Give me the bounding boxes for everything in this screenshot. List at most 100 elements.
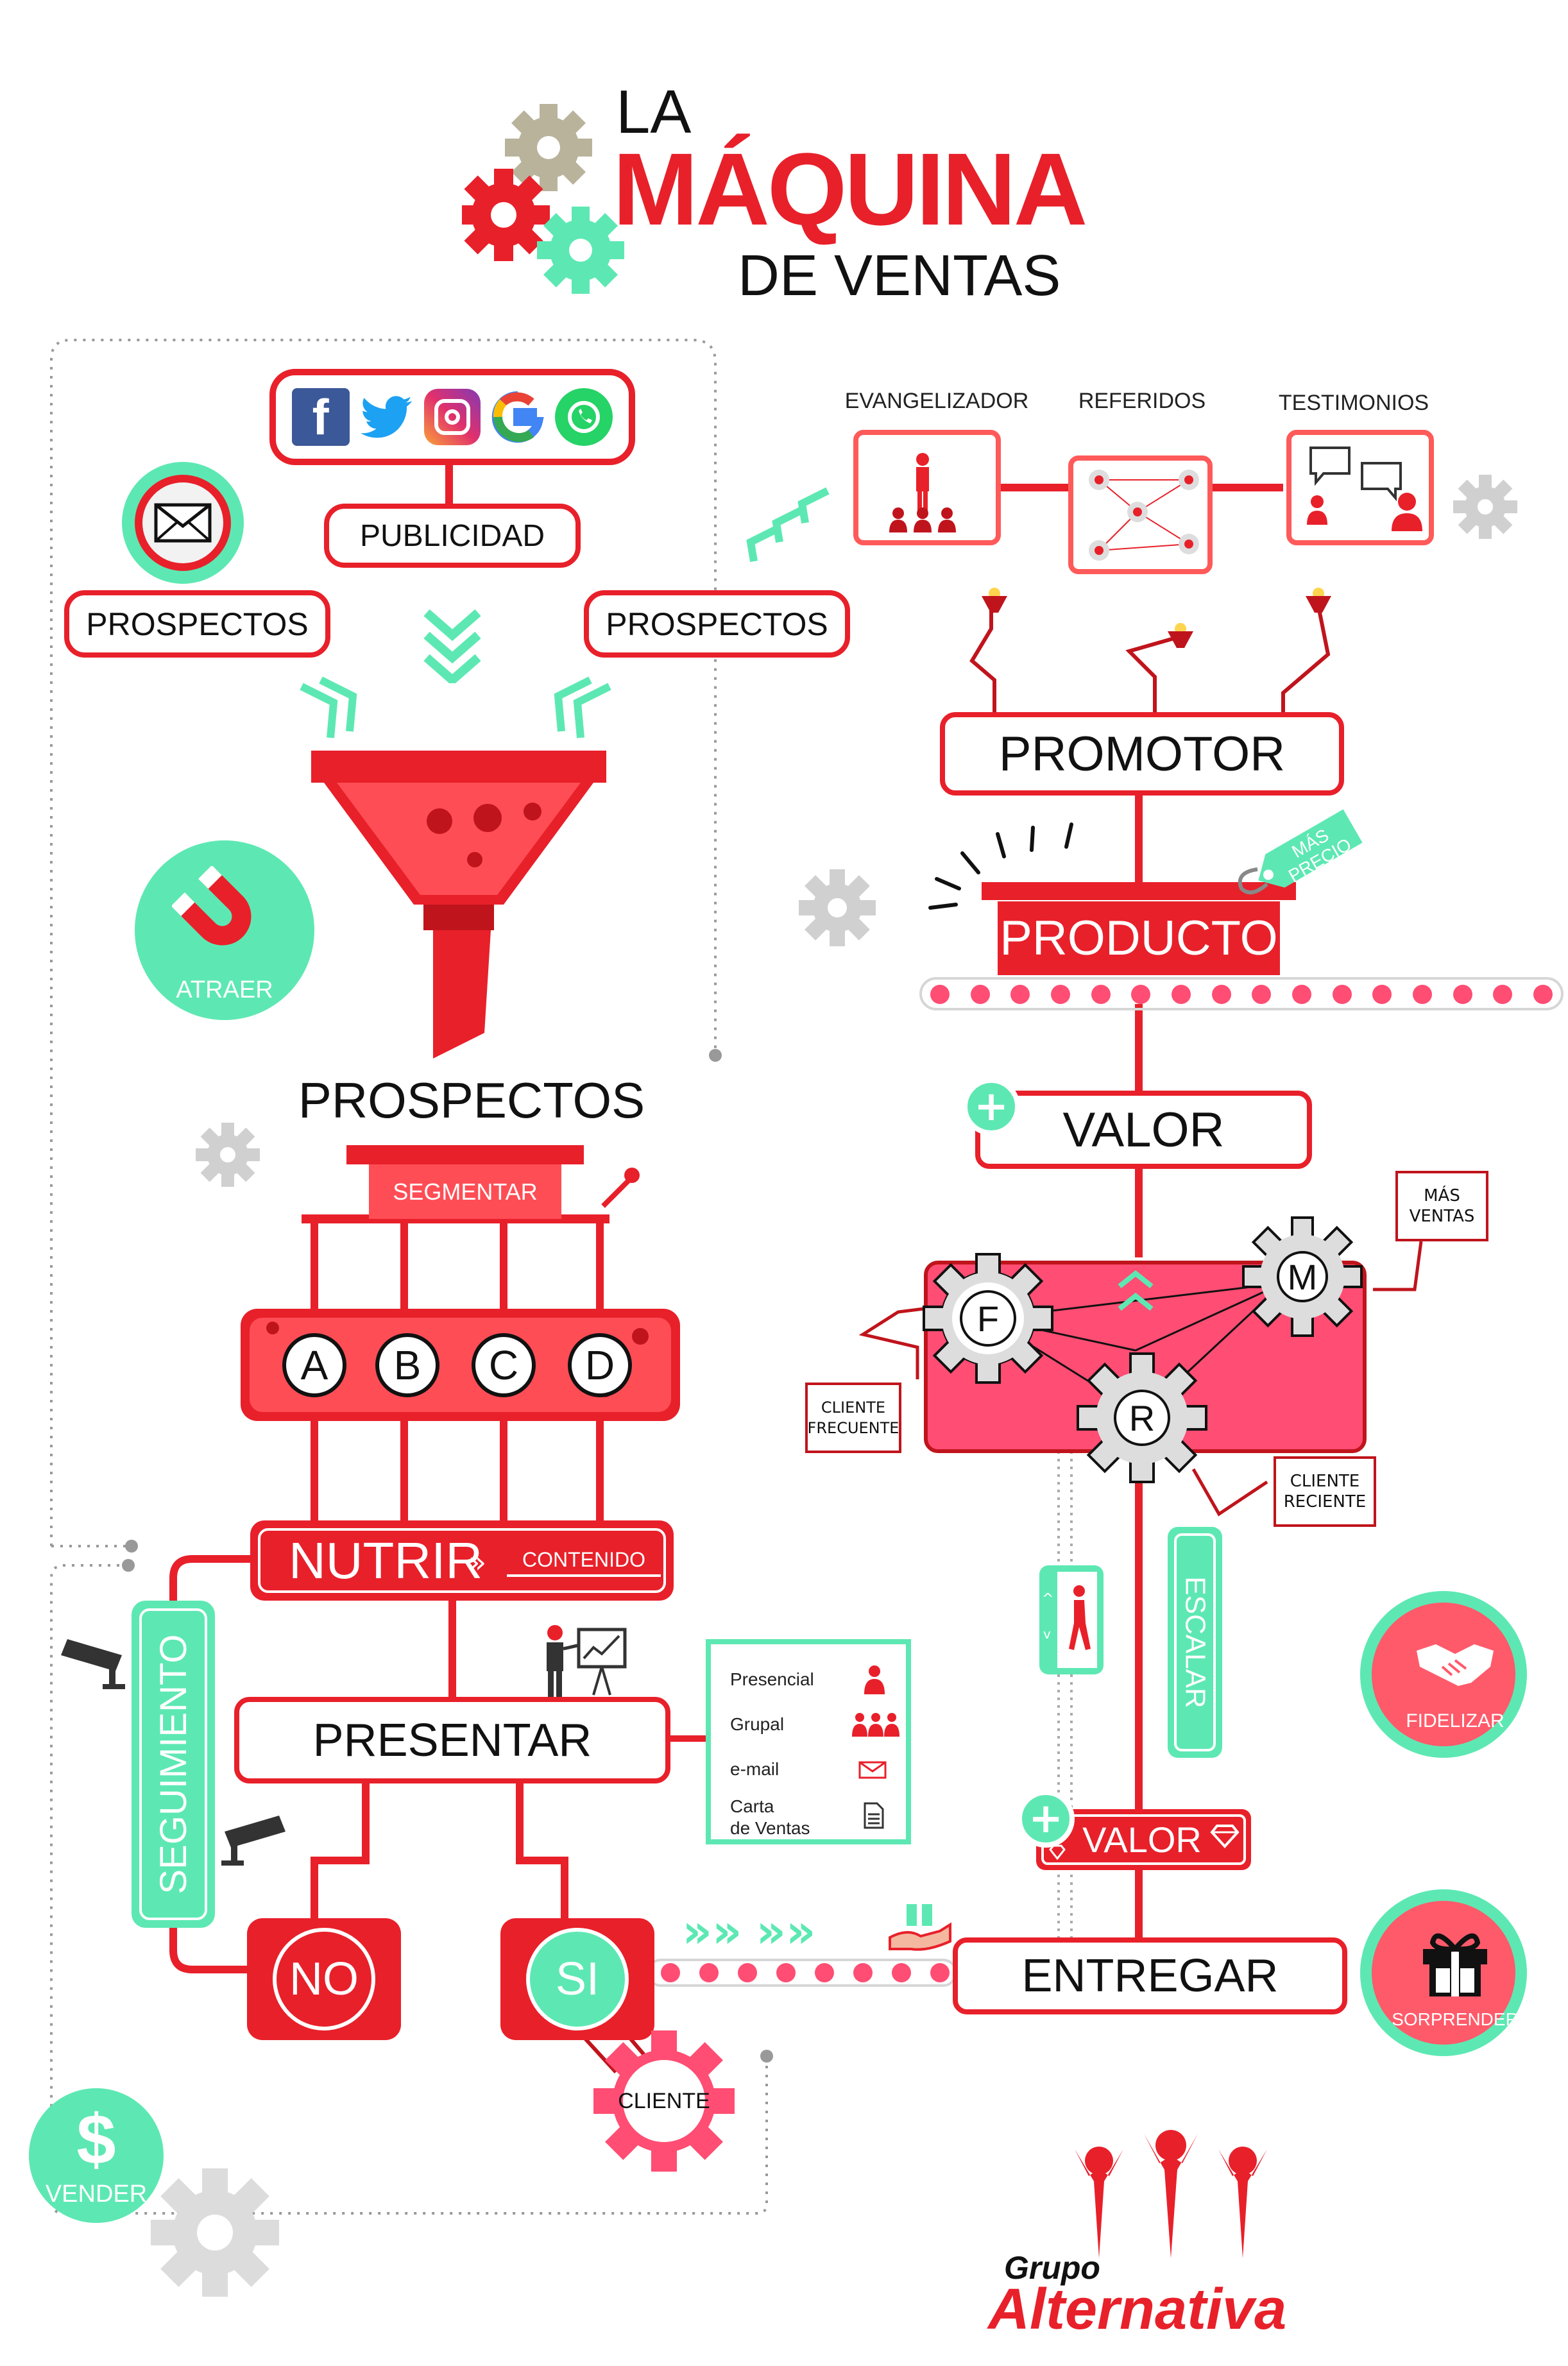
group-icon [852,1713,899,1737]
mode-carta: Carta de Ventas [730,1795,903,1840]
atraer-label: ATRAER [176,976,273,1003]
chevrons-left-down-icon [554,676,611,738]
plus-icon: + [962,1078,1020,1136]
mas-ventas-label: MÁS VENTAS [1395,1171,1488,1241]
grupo-alternativa-logo-icon [1075,2130,1267,2258]
handshake-icon [1417,1644,1494,1686]
lamp-icon [1306,588,1331,613]
cliente-frecuente-label: CLIENTE FRECUENTE [805,1383,901,1453]
gift-icon [1423,1933,1487,1996]
segmentar-label: SEGMENTAR [369,1164,561,1219]
diamond-icon [1210,1825,1240,1848]
cliente-reciente-label: CLIENTE RECIENTE [1274,1456,1376,1527]
cliente-label: CLIENTE [618,2088,710,2113]
envelope-icon [858,1761,887,1779]
no-box: NO [247,1918,401,2040]
promotor-label: PROMOTOR [940,712,1344,796]
mode-grupal: Grupal [730,1708,903,1740]
nutrir-label: NUTRIR [289,1531,483,1589]
producto-conveyor [930,985,1553,1004]
cliente-gear-icon [593,2030,735,2172]
whatsapp-icon [555,388,613,446]
twitter-icon [358,388,416,446]
seguimiento-bar: SEGUIMIENTO [132,1601,215,1928]
price-tag: MÁS PRECIO [1232,808,1379,898]
publicidad-label: PUBLICIDAD [324,504,581,568]
segment-c: C [472,1333,536,1397]
gear-r-icon [1077,1352,1207,1483]
network-icon [1089,470,1199,561]
camera-icon [61,1639,125,1689]
entregar-label: ENTREGAR [953,1937,1347,2014]
fidelizar-label: FIDELIZAR [1406,1710,1504,1732]
valor-top-label: VALOR [975,1091,1312,1169]
decorative-gear-icon [799,869,876,946]
delivery-track [661,1963,950,1984]
segmentar-top-bar [346,1145,584,1164]
title-line3: DE VENTAS [738,243,1061,308]
gear-f-icon [923,1253,1053,1384]
decorative-gear-icon [151,2168,279,2297]
escalar-bar: ESCALAR [1168,1527,1222,1758]
decorative-gear-icon [1453,475,1517,539]
presenter-icon [547,1625,627,1697]
walking-person-icon [1069,1585,1091,1650]
gear-f-label: F [976,1298,1000,1339]
speech-bubbles-icon [1307,447,1422,531]
no-label: NO [273,1928,375,2030]
document-icon [864,1802,884,1829]
shine-lines-icon [928,822,1073,910]
segment-a: A [282,1333,346,1397]
camera-icon [221,1816,285,1866]
chevrons-right-icon: »» [756,1904,816,1958]
chevrons-left-icon [746,487,830,562]
prospectos-right-label: PROSPECTOS [584,590,850,658]
escalar-label: ESCALAR [1179,1576,1211,1708]
hand-gift-icon [889,1904,951,1951]
contenido-label: CONTENIDO [507,1545,661,1577]
chevron-up-icon: ^ [1042,1591,1054,1607]
sorprender-label: SORPRENDER [1392,2009,1519,2029]
chevrons-right-icon: »» [682,1904,742,1958]
evangelizador-label: EVANGELIZADOR [844,388,1029,413]
facebook-icon: f [291,388,350,446]
decorative-gear-icon [196,1123,260,1187]
gear-m-icon [1242,1216,1363,1337]
sorprender-badge: SORPRENDER [1360,1889,1527,2056]
plus-icon: + [1017,1790,1075,1848]
dollar-icon: $ [76,2100,116,2179]
producto-label: PRODUCTO [998,901,1280,975]
referidos-box [1068,455,1213,574]
evangelizador-box [853,430,1001,545]
chevron-down-icon: v [1043,1626,1051,1642]
gear-m-label: M [1287,1256,1318,1297]
funnel-icon [311,751,606,1059]
seguimiento-label: SEGUIMIENTO [152,1634,194,1894]
instagram-icon [423,389,481,445]
prospectos-left-label: PROSPECTOS [64,590,330,658]
title-line1: LA [616,78,692,146]
chevrons-down-icon [423,609,481,683]
social-media-bar: f [269,369,635,465]
si-label: SI [526,1928,629,2030]
presentar-label: PRESENTAR [234,1697,670,1783]
valor-bottom-label: VALOR [1082,1819,1202,1860]
magnet-icon [172,866,251,946]
presentation-modes-panel: Presencial Grupal e-mail Carta de Ventas [706,1639,911,1844]
atraer-badge: ATRAER [135,840,314,1020]
testimonios-label: TESTIMONIOS [1278,390,1429,415]
nutrir-bar: NUTRIR » CONTENIDO [250,1520,674,1601]
mode-presencial: Presencial [730,1664,903,1696]
vender-badge: $ VENDER [29,2088,164,2223]
fidelizar-badge: FIDELIZAR [1360,1591,1527,1758]
google-icon [489,388,547,446]
si-box: SI [500,1918,654,2040]
person-icon [864,1665,885,1694]
segment-d: D [568,1333,632,1397]
double-chevron-right-icon: » [468,1545,487,1579]
mode-email: e-mail [730,1753,903,1785]
chevrons-right-down-icon [300,676,357,738]
vender-label: VENDER [45,2180,148,2208]
